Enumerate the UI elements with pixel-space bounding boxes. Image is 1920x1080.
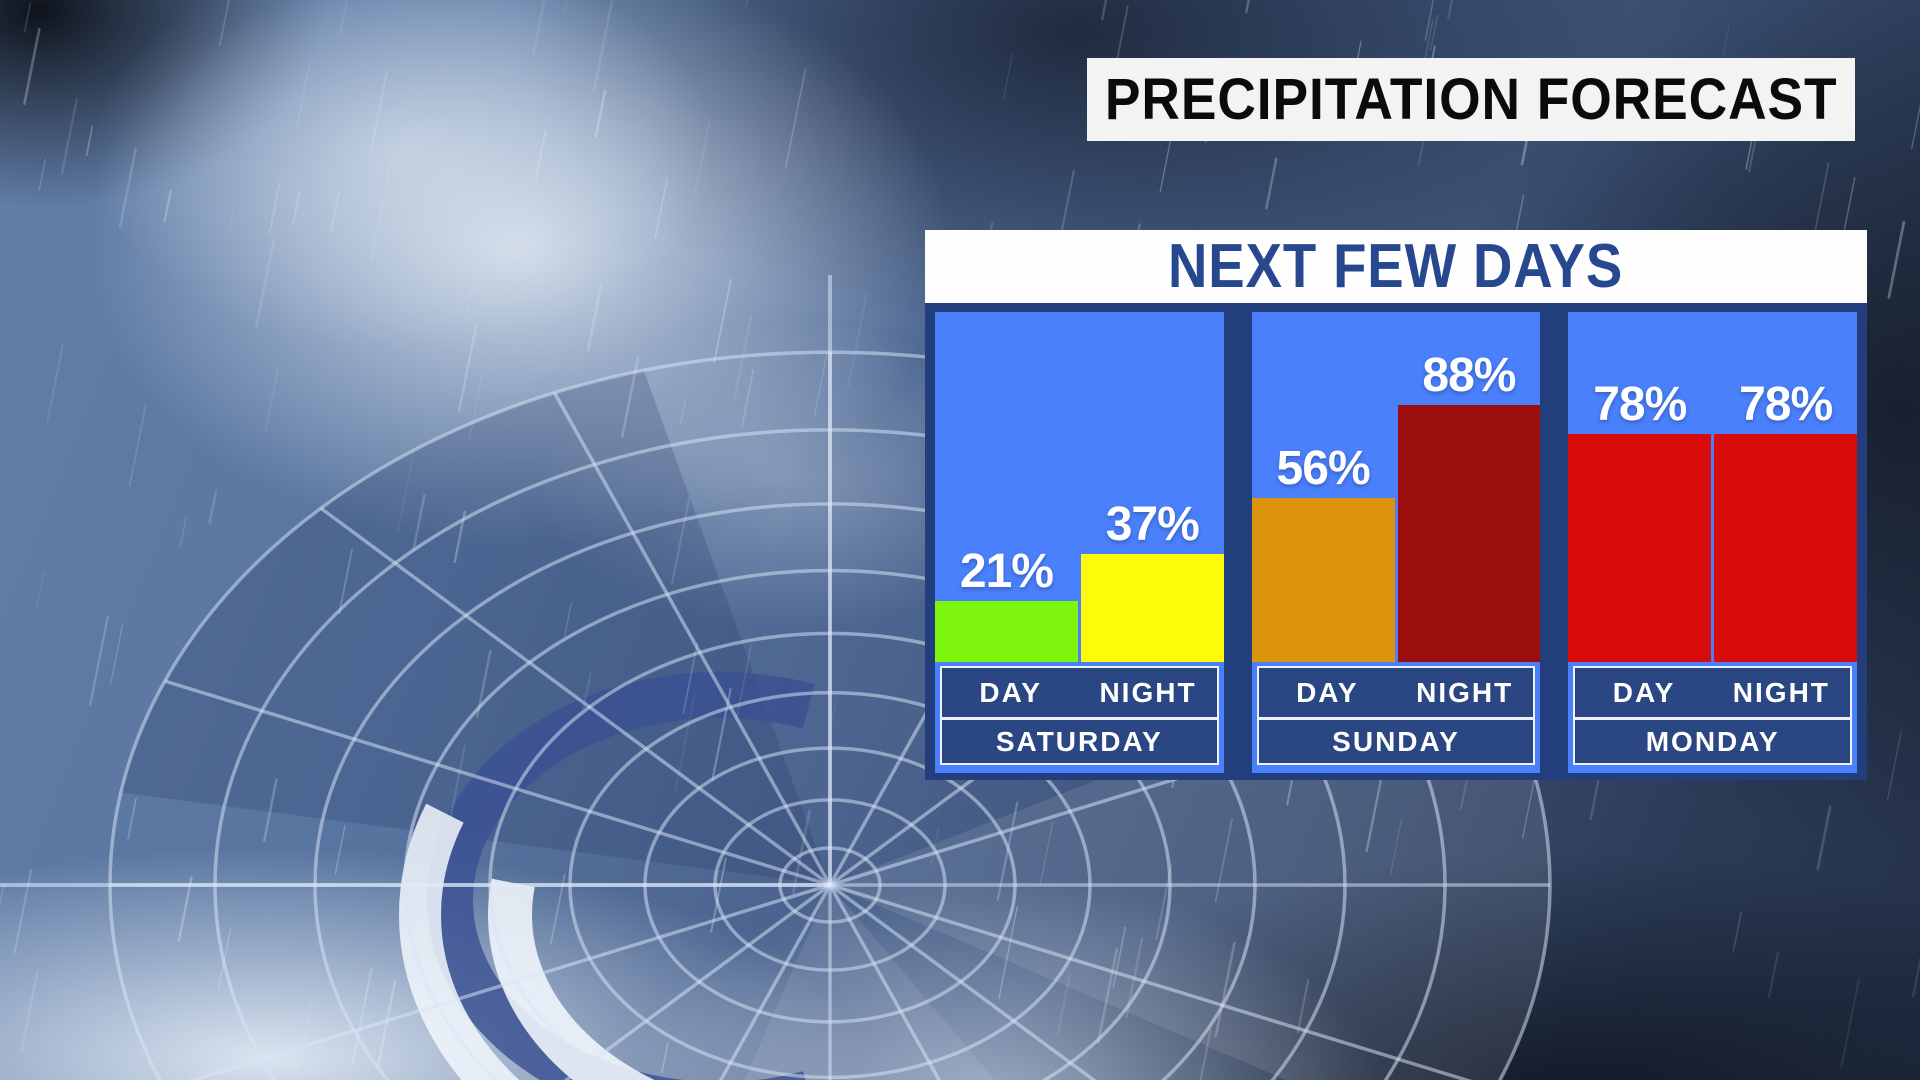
day-bar-column: 21%: [935, 544, 1078, 662]
title-banner: PRECIPITATION FORECAST: [1087, 58, 1855, 141]
bars-area: 78% 78%: [1568, 378, 1858, 662]
bars-area: 21% 37%: [935, 497, 1224, 662]
panel-footer: DAY NIGHT SUNDAY: [1256, 666, 1536, 765]
day-name-label: SATURDAY: [940, 718, 1219, 765]
night-percent-label: 88%: [1422, 349, 1516, 403]
night-bar: [1714, 434, 1858, 662]
day-bar-column: 78%: [1568, 378, 1712, 662]
bars-area: 56% 88%: [1251, 349, 1541, 662]
forecast-module: NEXT FEW DAYS 21% 37% DAY NIGHT SATURDAY…: [925, 230, 1867, 780]
night-column-label: NIGHT: [1416, 676, 1514, 708]
panel-footer: DAY NIGHT MONDAY: [1573, 666, 1853, 765]
night-column-label: NIGHT: [1732, 676, 1830, 708]
module-title: NEXT FEW DAYS: [1168, 231, 1624, 301]
day-bar: [1251, 498, 1395, 662]
night-column-label: NIGHT: [1099, 676, 1197, 708]
night-bar: [1080, 553, 1224, 662]
day-name-label: MONDAY: [1573, 718, 1853, 765]
page-title: PRECIPITATION FORECAST: [1104, 66, 1838, 132]
column-labels-strip: DAY NIGHT: [1573, 666, 1853, 718]
day-name-label: SUNDAY: [1256, 718, 1536, 765]
day-bar: [1568, 434, 1712, 662]
day-percent-label: 21%: [959, 544, 1054, 598]
module-header: NEXT FEW DAYS: [925, 230, 1867, 303]
night-bar-column: 78%: [1714, 378, 1858, 662]
day-panel: 21% 37% DAY NIGHT SATURDAY: [935, 312, 1224, 773]
day-column-label: DAY: [979, 676, 1042, 708]
day-bar-column: 56%: [1251, 442, 1395, 662]
column-labels-strip: DAY NIGHT: [1256, 666, 1536, 718]
night-bar: [1397, 405, 1541, 662]
day-column-label: DAY: [1296, 676, 1359, 708]
day-panel: 78% 78% DAY NIGHT MONDAY: [1568, 312, 1858, 773]
day-panel: 56% 88% DAY NIGHT SUNDAY: [1251, 312, 1541, 773]
day-percent-label: 56%: [1276, 442, 1371, 496]
day-column-label: DAY: [1612, 676, 1676, 708]
night-percent-label: 37%: [1105, 497, 1200, 551]
night-bar-column: 37%: [1080, 497, 1224, 662]
night-bar-column: 88%: [1397, 349, 1541, 662]
day-panels: 21% 37% DAY NIGHT SATURDAY 56% 88%: [925, 303, 1867, 780]
day-percent-label: 78%: [1593, 378, 1687, 432]
column-labels-strip: DAY NIGHT: [940, 666, 1219, 718]
panel-footer: DAY NIGHT SATURDAY: [940, 666, 1219, 765]
day-bar: [935, 600, 1078, 662]
night-percent-label: 78%: [1739, 378, 1833, 432]
